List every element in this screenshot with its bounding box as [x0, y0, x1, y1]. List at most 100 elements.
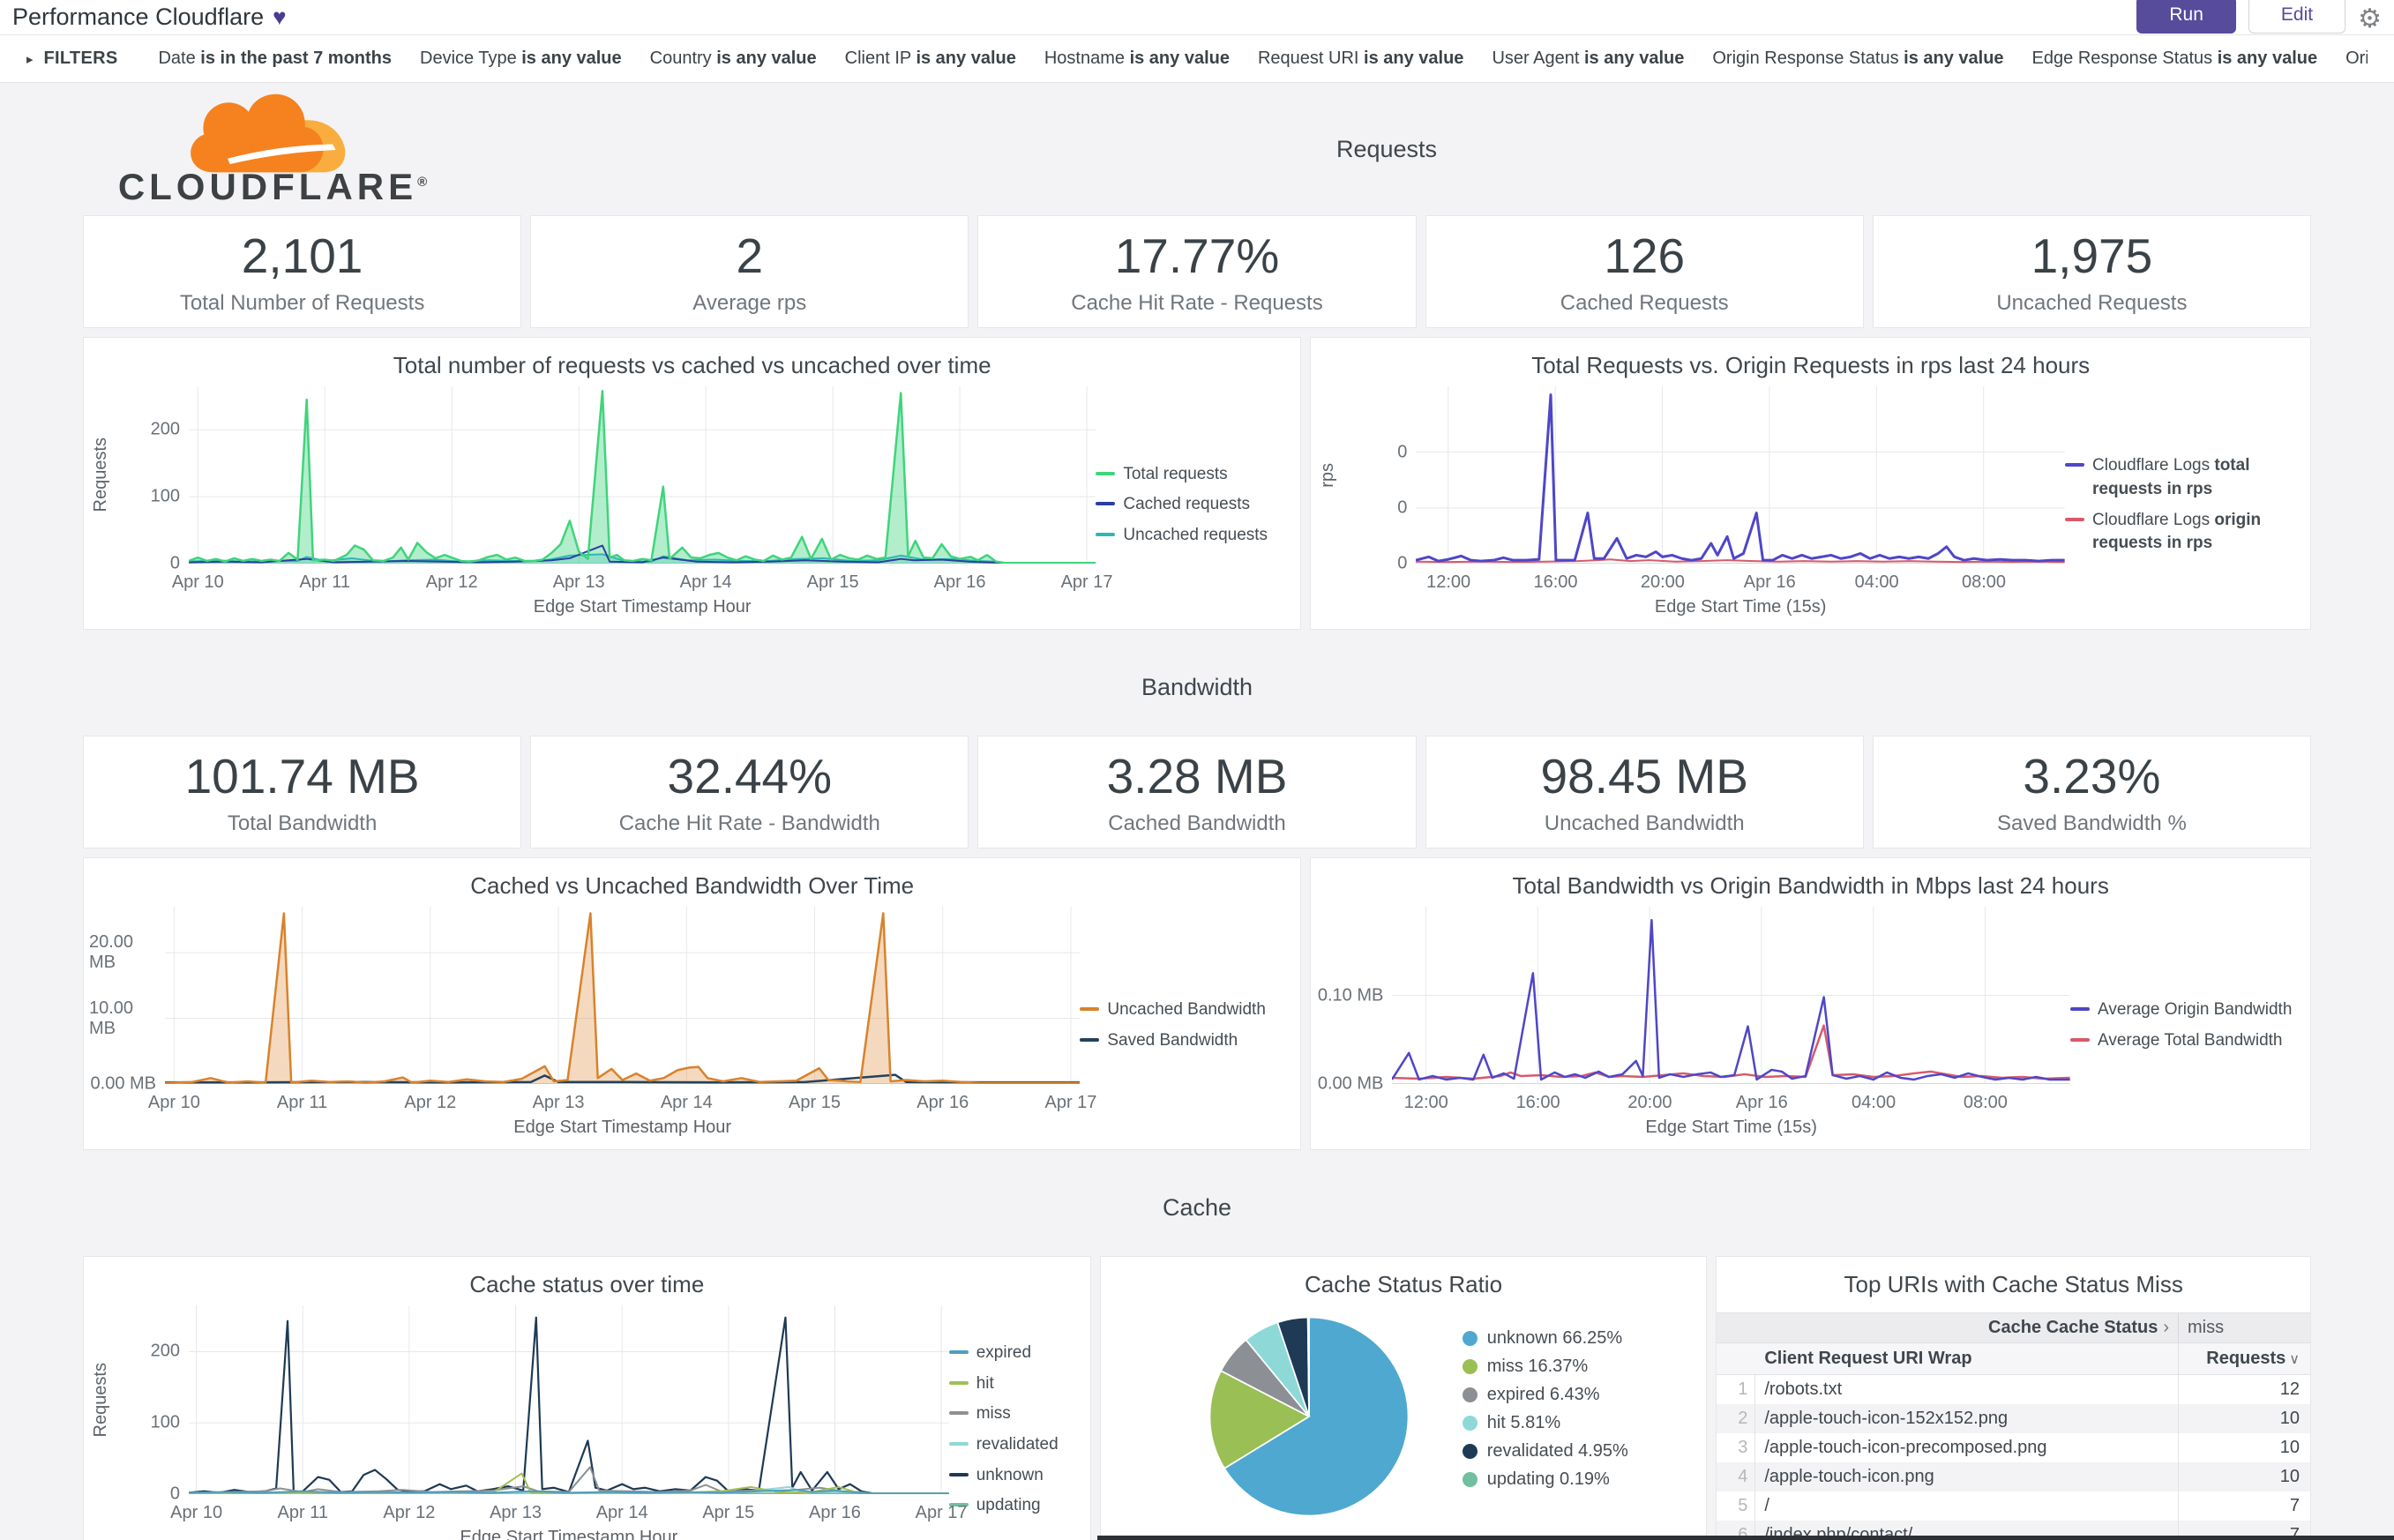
legend-item-expired[interactable]: expired — [948, 1342, 1076, 1365]
filter-user-agent[interactable]: User Agent is any value — [1492, 49, 1684, 69]
cache-status-over-time-plot-area[interactable] — [189, 1305, 949, 1494]
kpi-label: Average rps — [692, 291, 807, 315]
cache-status-ratio-legend: unknown 66.25% miss 16.37% expired 6.43% hi… — [1462, 1314, 1628, 1490]
legend-item-uncached-bandwidth[interactable]: Uncached Bandwidth — [1080, 998, 1286, 1022]
requests-over-time-plot-area[interactable] — [189, 386, 1096, 564]
x-tick-label: Apr 16 — [916, 1093, 969, 1112]
table-row[interactable]: 1/robots.txt 12 — [1717, 1375, 2310, 1404]
filter-edge-response-status[interactable]: Edge Response Status is any value — [2032, 49, 2318, 69]
x-axis-title: Edge Start Timestamp Hour — [533, 597, 752, 617]
filter-country[interactable]: Country is any value — [650, 49, 817, 69]
kpi-tile-uncached-requests[interactable]: 1,975 Uncached Requests — [1872, 215, 2311, 328]
kpi-tile-cached-requests[interactable]: 126 Cached Requests — [1425, 215, 1864, 328]
legend-label: expired — [976, 1343, 1032, 1363]
dashboard-title: Performance Cloudflare — [12, 4, 265, 30]
legend-item-updating[interactable]: updating — [948, 1494, 1076, 1518]
bandwidth-over-time-chart[interactable]: 0.00 MB 10.00 MB 20.00 MB Apr 10 Apr 11 Apr 1… — [89, 907, 1096, 1144]
table-row[interactable]: 3/apple-touch-icon-precomposed.png 10 — [1717, 1433, 2310, 1462]
kpi-tile-total-number-of-requests[interactable]: 2,101 Total Number of Requests — [83, 215, 522, 328]
rps-24h-plot-area[interactable] — [1416, 386, 2065, 564]
gear-icon[interactable]: ⚙ — [2358, 4, 2382, 34]
x-tick-label: Apr 17 — [1060, 572, 1113, 592]
cache-status-legend: expired hit miss revalidated unknown updating — [948, 1305, 1081, 1540]
table-row[interactable]: 4/apple-touch-icon.png 10 — [1717, 1462, 2310, 1491]
legend-item-origin-requests-in-rps[interactable]: Cloudflare Logs origin requests in rps — [2065, 509, 2296, 556]
rps-24h-legend: Cloudflare Logs total requests in rps Clo… — [2065, 386, 2301, 624]
requests-cell[interactable]: 10 — [2178, 1462, 2310, 1491]
chart-title: Cached vs Uncached Bandwidth Over Time — [470, 872, 915, 899]
cache-status-over-time-chart[interactable]: Requests 0 100 200 Apr 10 Apr 11 Apr 12 Apr 13 A… — [89, 1305, 968, 1540]
filter-device-type[interactable]: Device Type is any value — [420, 49, 622, 69]
column-header-requests[interactable]: Requests ∨ — [2178, 1343, 2310, 1374]
row-number: 5 — [1717, 1491, 1756, 1521]
requests-cell[interactable]: 10 — [2178, 1404, 2310, 1433]
rps-24h-chart[interactable]: rps 0 0 0 12:00 16:00 20:00 Apr 16 04:00 08:00 Edg… — [1316, 386, 2065, 624]
legend-item-expired[interactable]: expired 6.43% — [1462, 1385, 1628, 1405]
pie-slice-updating[interactable] — [1306, 1316, 1310, 1417]
column-header-uri[interactable]: Client Request URI Wrap — [1764, 1349, 1972, 1368]
uri-cell[interactable]: /apple-touch-icon-152x152.png — [1764, 1409, 2009, 1428]
filter-field: Origin Response Status — [1712, 49, 1904, 68]
table-panel-top-uris: Top URIs with Cache Status Miss Cache Ca… — [1716, 1256, 2311, 1540]
legend-item-average-total-bandwidth[interactable]: Average Total Bandwidth — [2070, 1029, 2296, 1053]
mbps-24h-plot-area[interactable] — [1392, 907, 2070, 1084]
kpi-label: Uncached Bandwidth — [1544, 811, 1745, 835]
kpi-tile-cache-hit-rate-bandwidth[interactable]: 32.44% Cache Hit Rate - Bandwidth — [530, 736, 969, 848]
table-row[interactable]: 5 / 7 — [1717, 1491, 2310, 1521]
legend-item-unknown[interactable]: unknown — [948, 1464, 1076, 1488]
kpi-tile-cache-hit-rate-requests[interactable]: 17.77% Cache Hit Rate - Requests — [977, 215, 1417, 328]
filter-client-ip[interactable]: Client IP is any value — [845, 49, 1016, 69]
uri-cell[interactable]: / — [1764, 1496, 1769, 1515]
kpi-value: 101.74 MB — [184, 749, 420, 804]
legend-item-revalidated[interactable]: revalidated — [948, 1433, 1076, 1457]
table-row[interactable]: 2/apple-touch-icon-152x152.png 10 — [1717, 1404, 2310, 1433]
filter-request-uri[interactable]: Request URI is any value — [1258, 49, 1463, 69]
legend-item-updating[interactable]: updating 0.19% — [1462, 1469, 1628, 1490]
requests-cell[interactable]: 7 — [2178, 1521, 2310, 1540]
requests-cell[interactable]: 7 — [2178, 1491, 2310, 1521]
bandwidth-over-time-plot-area[interactable] — [165, 907, 1081, 1084]
section-title-cache: Cache — [1162, 1193, 1232, 1221]
legend-item-revalidated[interactable]: revalidated 4.95% — [1462, 1441, 1628, 1462]
y-axis-ticks: 0 100 200 — [113, 1305, 189, 1504]
kpi-tile-average-rps[interactable]: 2 Average rps — [530, 215, 969, 328]
legend-item-unknown[interactable]: unknown 66.25% — [1462, 1328, 1628, 1349]
run-button[interactable]: Run — [2136, 0, 2236, 34]
filter-origin-ip[interactable]: Origin IP is any value — [2345, 49, 2368, 69]
legend-item-cached-requests[interactable]: Cached requests — [1096, 493, 1286, 517]
chart-title: Cache Status Ratio — [1305, 1271, 1503, 1297]
edit-button[interactable]: Edit — [2248, 0, 2346, 34]
legend-item-miss[interactable]: miss — [948, 1402, 1076, 1426]
legend-item-hit[interactable]: hit 5.81% — [1462, 1413, 1628, 1433]
cache-status-ratio-pie[interactable] — [1207, 1314, 1411, 1519]
filter-date[interactable]: Date is in the past 7 months — [158, 49, 392, 69]
pie-slice-miss[interactable] — [1208, 1369, 1311, 1469]
legend-item-miss[interactable]: miss 16.37% — [1462, 1357, 1628, 1377]
pie-slice-unknown[interactable] — [1223, 1316, 1410, 1517]
legend-item-saved-bandwidth[interactable]: Saved Bandwidth — [1080, 1029, 1286, 1053]
filter-origin-response-status[interactable]: Origin Response Status is any value — [1712, 49, 2003, 69]
kpi-tile-total-bandwidth[interactable]: 101.74 MB Total Bandwidth — [83, 736, 522, 848]
requests-cell[interactable]: 12 — [2178, 1375, 2310, 1404]
uri-cell[interactable]: /robots.txt — [1764, 1379, 1843, 1399]
legend-item-total-requests-in-rps[interactable]: Cloudflare Logs total requests in rps — [2065, 454, 2296, 501]
y-tick-label: 0 — [169, 553, 180, 573]
row-number: 1 — [1717, 1375, 1756, 1404]
uri-cell[interactable]: /apple-touch-icon-precomposed.png — [1764, 1438, 2047, 1457]
kpi-tile-cached-bandwidth[interactable]: 3.28 MB Cached Bandwidth — [977, 736, 1417, 848]
requests-cell[interactable]: 10 — [2178, 1433, 2310, 1462]
legend-item-uncached-requests[interactable]: Uncached requests — [1096, 524, 1286, 548]
pivot-dimension-label[interactable]: Cache Cache Status › — [1988, 1318, 2169, 1337]
legend-item-hit[interactable]: hit — [948, 1372, 1076, 1396]
kpi-tile-saved-bandwidth-[interactable]: 3.23% Saved Bandwidth % — [1872, 736, 2311, 848]
heart-icon: ♥ — [273, 4, 287, 30]
requests-over-time-chart[interactable]: Requests 0 100 200 Apr 10 Apr 11 Apr 12 Apr 13 A… — [89, 386, 1113, 624]
uri-cell[interactable]: /apple-touch-icon.png — [1764, 1467, 1934, 1486]
table-header-row: Client Request URI Wrap Requests ∨ — [1717, 1343, 2310, 1375]
kpi-tile-uncached-bandwidth[interactable]: 98.45 MB Uncached Bandwidth — [1425, 736, 1864, 848]
mbps-24h-chart[interactable]: 0.00 MB 0.10 MB 12:00 16:00 20:00 Apr 16 04:00… — [1316, 907, 2070, 1144]
filters-expand-icon[interactable]: ▸ — [26, 51, 34, 67]
legend-item-total-requests[interactable]: Total requests — [1096, 463, 1286, 487]
legend-item-average-origin-bandwidth[interactable]: Average Origin Bandwidth — [2070, 998, 2296, 1022]
filter-hostname[interactable]: Hostname is any value — [1044, 49, 1230, 69]
